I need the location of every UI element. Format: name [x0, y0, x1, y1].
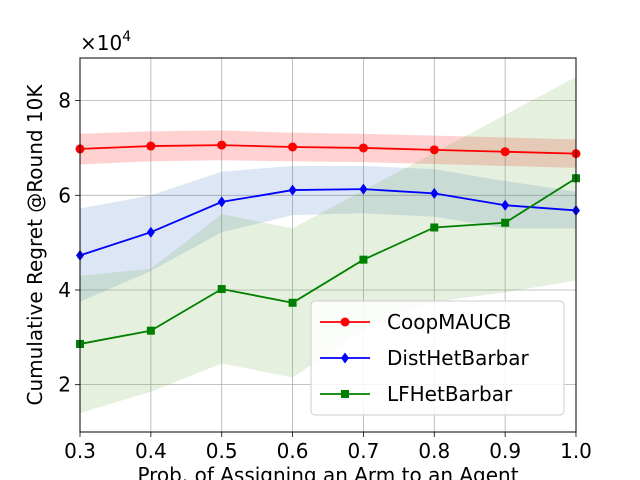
lfhetbarbar-point [430, 223, 439, 232]
y-scale-label: ×104 [80, 29, 131, 55]
x-tick-label: 0.5 [206, 439, 238, 463]
legend-label-lfhetbarbar: LFHetBarbar [387, 382, 513, 406]
lfhetbarbar-line [79, 177, 577, 345]
disthetbarbar-point [359, 183, 368, 195]
x-tick-label: 0.8 [418, 439, 450, 463]
plot-frame [79, 57, 577, 433]
lfhetbarbar-point [501, 218, 510, 227]
coopmaucb-line [79, 144, 577, 155]
disthetbarbar-point [146, 226, 155, 238]
y-tick-label: 8 [58, 89, 71, 113]
series-lines [79, 144, 577, 345]
x-axis-label: Prob. of Assigning an Arm to an Agent [137, 463, 518, 480]
disthetbarbar-point [430, 187, 439, 199]
legend-label-disthetbarbar: DistHetBarbar [387, 346, 530, 370]
y-axis-label: Cumulative Regret @Round 10K [23, 84, 47, 406]
x-tick-label: 0.4 [135, 439, 167, 463]
lfhetbarbar-point [217, 285, 226, 294]
disthetbarbar-point [217, 196, 226, 208]
legend-marker-disthetbarbar [341, 352, 349, 364]
disthetbarbar-point [501, 199, 510, 211]
x-tick-label: 0.9 [489, 439, 521, 463]
disthetbarbar-point [288, 184, 297, 196]
coopmaucb-band [80, 130, 576, 168]
legend: CoopMAUCB DistHetBarbar LFHetBarbar [310, 300, 565, 416]
x-tick-label: 0.7 [348, 439, 380, 463]
legend-marker-coopmaucb [340, 317, 350, 327]
series-markers [75, 140, 581, 348]
legend-box [310, 300, 565, 416]
x-tick-label: 0.6 [277, 439, 309, 463]
y-tick-label: 4 [58, 278, 71, 302]
x-tick-label: 0.3 [64, 439, 96, 463]
x-tick-label: 1.0 [560, 439, 592, 463]
coopmaucb-point [429, 145, 439, 155]
coopmaucb-point [288, 142, 298, 152]
coopmaucb-point [146, 141, 156, 151]
confidence-bands [80, 76, 576, 414]
coopmaucb-point [500, 147, 510, 157]
axis-ticks: 0.3 0.4 0.5 0.6 0.7 0.8 0.9 1.0 2 4 6 8 [58, 89, 592, 463]
disthetbarbar-line [79, 188, 577, 257]
legend-label-coopmaucb: CoopMAUCB [387, 310, 511, 334]
y-tick-label: 6 [58, 183, 71, 207]
lfhetbarbar-band [80, 76, 576, 414]
legend-marker-lfhetbarbar [341, 390, 349, 398]
lfhetbarbar-point [359, 255, 368, 264]
lfhetbarbar-point [146, 326, 155, 335]
coopmaucb-point [217, 140, 227, 150]
y-tick-label: 2 [58, 373, 71, 397]
coopmaucb-point [358, 143, 368, 153]
lfhetbarbar-point [288, 298, 297, 307]
disthetbarbar-band [80, 165, 576, 302]
